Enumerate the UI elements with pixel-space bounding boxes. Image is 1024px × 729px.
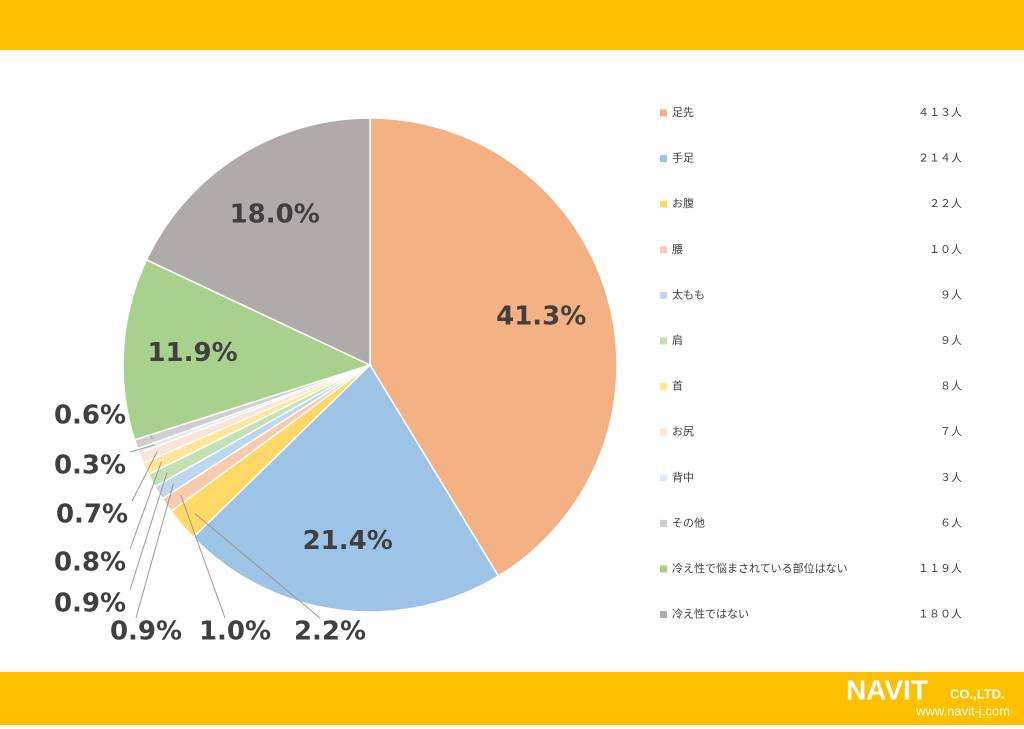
value-label: 2.2%: [294, 617, 366, 647]
legend-label: 冷え性で悩まされている部位はない: [672, 561, 848, 575]
legend-swatch: [660, 383, 667, 391]
legend-swatch: [660, 200, 667, 208]
legend-swatch: [660, 565, 667, 573]
leader-line: [180, 495, 226, 619]
legend-count: １１９人: [918, 562, 962, 575]
company: CO.,LTD.: [950, 686, 1005, 701]
value-label: 1.0%: [199, 617, 271, 647]
legend-count: ７人: [940, 425, 962, 438]
leader-line: [129, 461, 163, 550]
legend-count: ２１４人: [918, 152, 962, 165]
legend-label: お腹: [672, 196, 694, 210]
slice: [145, 117, 371, 367]
value-label: 0.8%: [54, 548, 126, 578]
value-label: 21.4%: [303, 526, 393, 556]
legend-label: 手足: [672, 151, 694, 165]
legend-count: ３人: [940, 471, 962, 484]
legend-count: ４１３人: [918, 106, 962, 119]
url: www.navit-j.com: [915, 703, 1010, 718]
footer-bar: [0, 672, 1024, 725]
legend-label: 首: [672, 379, 683, 393]
value-label: 11.9%: [147, 338, 237, 368]
leader-line: [129, 472, 168, 591]
value-label: 0.3%: [54, 451, 126, 481]
value-label: 0.9%: [54, 589, 126, 619]
legend-label: 足先: [672, 106, 694, 119]
legend-label: 冷え性ではない: [672, 607, 749, 621]
leader-line: [129, 444, 155, 453]
legend-swatch: [660, 611, 667, 619]
value-label: 18.0%: [230, 199, 320, 229]
legend-swatch: [660, 474, 667, 482]
legend-swatch: [660, 519, 667, 527]
value-label: 0.9%: [110, 617, 182, 647]
slice: [192, 363, 500, 613]
legend-label: 背中: [672, 470, 694, 484]
legend-swatch: [660, 337, 667, 345]
legend-label: 肩: [672, 333, 683, 347]
legend-count: ８人: [940, 380, 962, 393]
legend-swatch: [660, 155, 667, 163]
legend-swatch: [660, 109, 667, 117]
legend-label: その他: [672, 516, 705, 529]
legend-count: ２２人: [929, 197, 962, 210]
legend-label: 腰: [672, 243, 683, 256]
value-label: 0.6%: [54, 401, 126, 431]
legend-count: １０人: [929, 243, 962, 256]
slice: [369, 117, 618, 578]
leader-line: [135, 483, 174, 619]
leader-line: [131, 451, 158, 502]
legend-count: ９人: [940, 288, 962, 301]
legend-swatch: [660, 291, 667, 299]
logo: NAVIT: [846, 674, 928, 705]
legend-count: ６人: [940, 516, 962, 529]
legend-swatch: [660, 246, 667, 254]
leader-line: [194, 513, 321, 619]
legend-count: １８０人: [918, 608, 962, 621]
legend-count: ９人: [940, 334, 962, 347]
header-bar: [0, 0, 1024, 50]
legend-swatch: [660, 428, 667, 436]
legend-label: お尻: [672, 425, 694, 438]
value-label: 41.3%: [496, 301, 586, 331]
value-label: 0.7%: [56, 500, 128, 530]
legend-label: 太もも: [672, 288, 705, 301]
slice: [122, 258, 373, 441]
